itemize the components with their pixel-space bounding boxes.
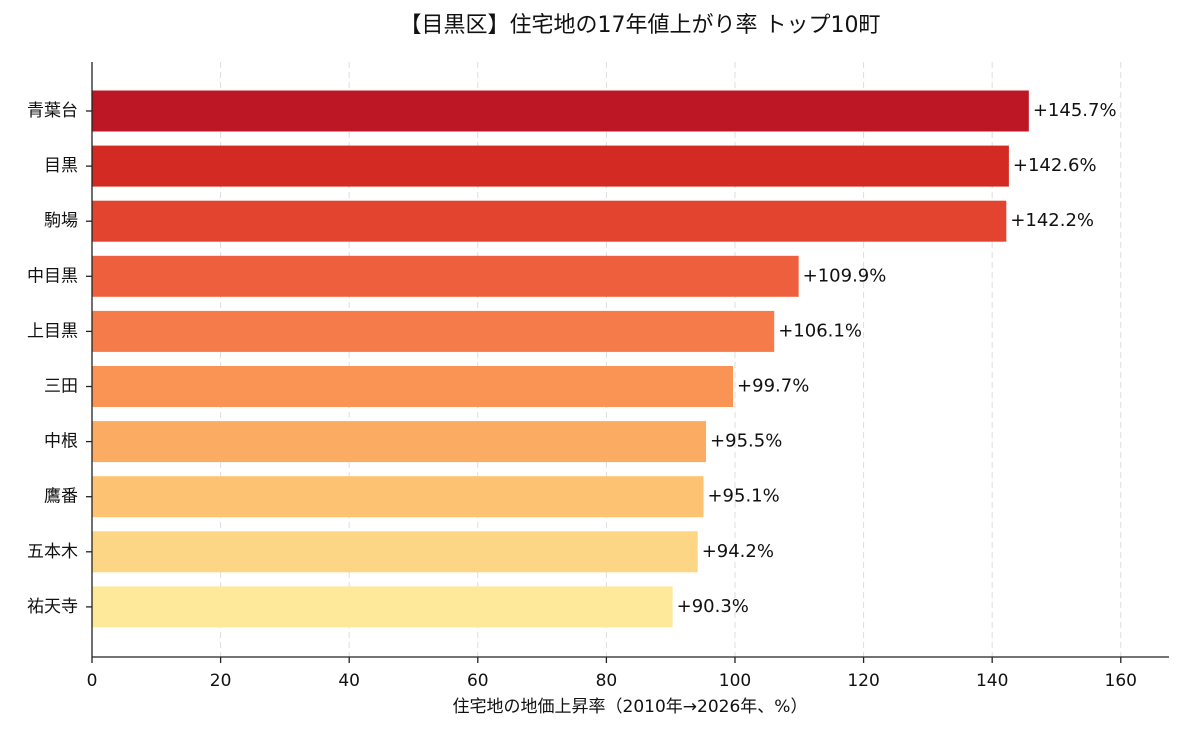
x-tick-label: 20: [210, 671, 232, 691]
bar: [92, 90, 1029, 132]
y-tick-label: 目黒: [44, 156, 78, 176]
y-tick-label: 鷹番: [44, 486, 78, 507]
x-axis-label: 住宅地の地価上昇率（2010年→2026年、%）: [453, 697, 808, 717]
value-label: +90.3%: [677, 596, 749, 617]
x-tick-label: 160: [1105, 671, 1137, 691]
value-label: +95.1%: [707, 486, 779, 507]
value-label: +142.6%: [1013, 155, 1097, 176]
y-tick-label: 中目黒: [27, 266, 78, 286]
bar: [92, 310, 775, 352]
value-label: +142.2%: [1010, 210, 1094, 231]
x-tick-label: 0: [87, 671, 98, 691]
bar: [92, 366, 734, 407]
x-tick-label: 80: [596, 671, 618, 691]
value-label: +99.7%: [737, 376, 809, 397]
x-tick-label: 40: [338, 671, 360, 691]
x-tick-label: 60: [467, 671, 489, 691]
x-tick-label: 140: [976, 671, 1008, 691]
y-tick-label: 五本木: [27, 542, 78, 562]
y-tick-label: 三田: [44, 377, 78, 397]
value-label: +109.9%: [803, 265, 887, 286]
y-tick-label: 駒場: [44, 211, 78, 231]
y-tick-label: 青葉台: [27, 101, 78, 121]
bar: [92, 531, 698, 573]
value-label: +95.5%: [710, 431, 782, 452]
bar: [92, 145, 1009, 187]
value-label: +145.7%: [1033, 100, 1117, 121]
value-label: +106.1%: [778, 320, 862, 341]
bar: [92, 476, 704, 518]
x-tick-label: 120: [847, 671, 879, 691]
bar: [92, 255, 799, 297]
bar: [92, 421, 707, 463]
value-label: +94.2%: [702, 541, 774, 562]
x-tick-label: 100: [719, 671, 751, 691]
chart-title: 【目黒区】住宅地の17年値上がり率 トップ10町: [400, 13, 881, 38]
bar: [92, 200, 1007, 242]
bar: [92, 586, 673, 628]
y-tick-label: 上目黒: [27, 321, 78, 341]
y-tick-label: 中根: [44, 432, 78, 452]
y-tick-label: 祐天寺: [27, 597, 78, 617]
